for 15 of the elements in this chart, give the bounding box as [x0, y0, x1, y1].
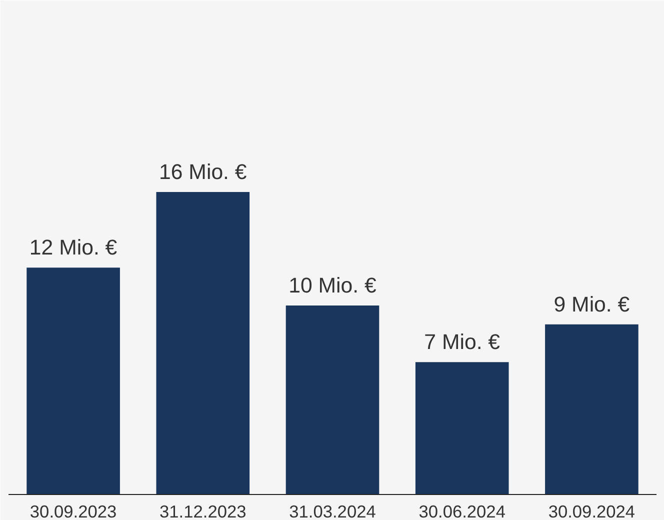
- x-tick-label: 31.12.2023: [160, 502, 246, 520]
- data-label: 9 Mio. €: [554, 292, 630, 316]
- x-tick-label: 30.09.2023: [30, 502, 117, 520]
- bar: [286, 305, 380, 494]
- data-label: 12 Mio. €: [29, 236, 118, 260]
- x-tick-label: 30.06.2024: [418, 502, 506, 520]
- bar: [26, 268, 120, 494]
- bar: [156, 192, 250, 494]
- data-label: 7 Mio. €: [424, 330, 500, 354]
- data-label: 16 Mio. €: [159, 160, 247, 184]
- data-label: 10 Mio. €: [288, 273, 377, 298]
- x-tick-label: 30.09.2024: [548, 502, 636, 520]
- x-tick-label: 31.03.2024: [289, 502, 376, 520]
- bar: [415, 362, 509, 494]
- bar: [545, 324, 638, 494]
